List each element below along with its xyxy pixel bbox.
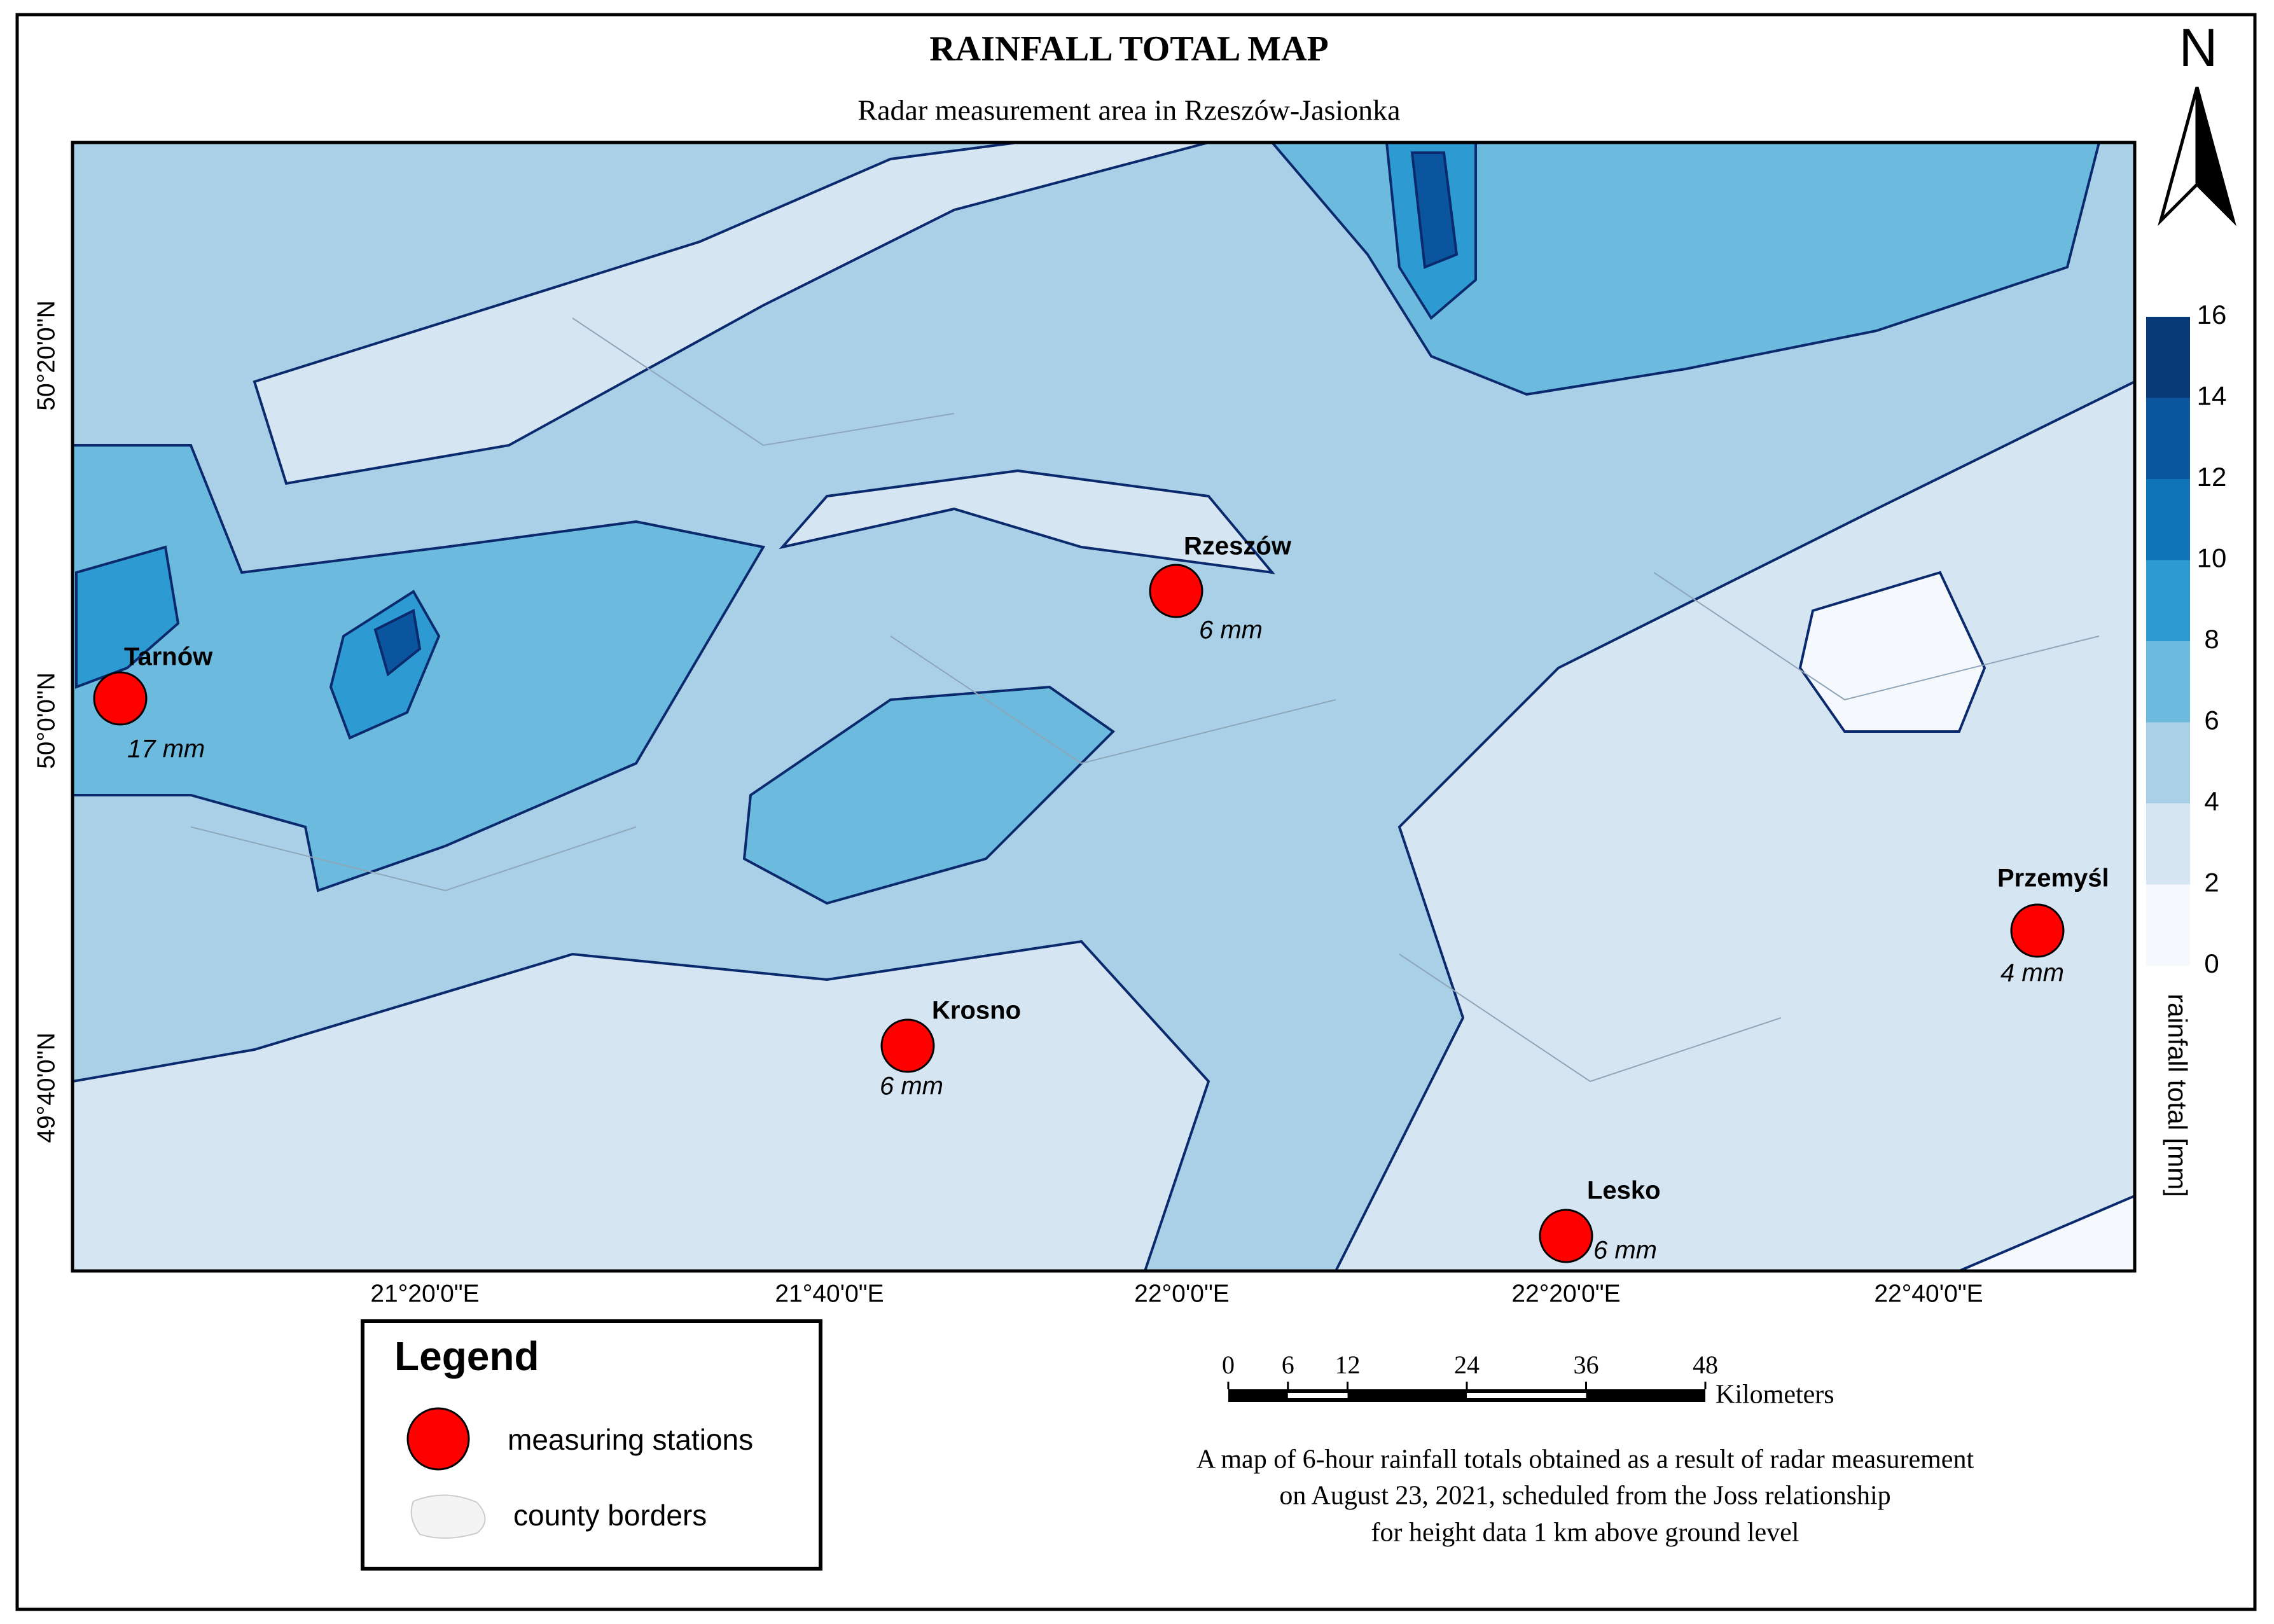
- scale-bar-segment: [1467, 1393, 1586, 1398]
- colorbar-tick-label: 16: [2197, 300, 2227, 330]
- longitude-label: 21°40'0"E: [775, 1280, 884, 1307]
- colorbar-tick-label: 2: [2204, 868, 2219, 898]
- scale-bar-label: 0: [1222, 1350, 1235, 1379]
- station-marker: [93, 671, 148, 726]
- north-label: N: [2179, 18, 2218, 78]
- legend-item: county borders: [513, 1499, 707, 1532]
- longitude-label: 22°0'0"E: [1134, 1280, 1230, 1307]
- station-name: Lesko: [1587, 1177, 1661, 1205]
- scale-bar-label: 36: [1574, 1350, 1599, 1379]
- scale-bar-label: 24: [1454, 1350, 1480, 1379]
- county-border: [190, 826, 637, 892]
- rain-zone: [1798, 571, 1986, 733]
- county-border: [1399, 954, 1782, 1083]
- colorbar-tick-label: 0: [2204, 948, 2219, 978]
- colorbar-tick-label: 14: [2197, 381, 2227, 411]
- legend-title: Legend: [394, 1333, 539, 1379]
- colorbar-segment: [2146, 317, 2190, 398]
- rain-zone: [373, 609, 422, 677]
- scale-bar-label: 6: [1282, 1350, 1294, 1379]
- colorbar-tick-label: 10: [2197, 543, 2227, 573]
- colorbar-segment: [2146, 884, 2190, 966]
- station-marker: [1149, 564, 1203, 618]
- colorbar: 0 2 4 6 8 10 12 14 16: [2146, 300, 2226, 978]
- longitude-label: 22°20'0"E: [1511, 1280, 1620, 1307]
- scale-bar: 0 6 12 24 36 48: [1222, 1350, 1718, 1402]
- colorbar-tick-label: 12: [2197, 462, 2227, 492]
- legend-county-icon: [410, 1494, 486, 1539]
- rain-zone: [1959, 1194, 2135, 1271]
- rain-zone: [75, 545, 180, 689]
- colorbar-segment: [2146, 803, 2190, 885]
- station-rainfall: 17 mm: [127, 735, 205, 763]
- scale-bar-label: 48: [1693, 1350, 1718, 1379]
- station-rainfall: 6 mm: [1199, 616, 1263, 644]
- colorbar-label: rainfall total [mm]: [2163, 994, 2193, 1197]
- caption-line: on August 23, 2021, scheduled from the J…: [1279, 1482, 1890, 1511]
- rain-zone: [1410, 151, 1459, 269]
- station-marker: [2010, 903, 2065, 958]
- station-rainfall: 6 mm: [880, 1072, 943, 1100]
- scale-bar-label: 12: [1335, 1350, 1361, 1379]
- colorbar-tick-label: 8: [2204, 624, 2219, 654]
- rain-zone: [73, 940, 1210, 1271]
- latitude-label: 50°0'0"N: [32, 672, 60, 769]
- scale-bar-segment: [1228, 1393, 1288, 1398]
- station-rainfall: 6 mm: [1593, 1237, 1657, 1265]
- legend-station-icon: [406, 1407, 470, 1471]
- legend-item: measuring stations: [508, 1423, 753, 1456]
- subtitle: Radar measurement area in Rzeszów-Jasion…: [857, 94, 1400, 127]
- station-marker: [1539, 1209, 1593, 1263]
- rain-zone: [1270, 142, 2101, 396]
- overlay: 21°20'0"E 21°40'0"E 22°0'0"E 22°20'0"E 22°40…: [32, 300, 2109, 1307]
- rain-zone: [742, 685, 1116, 905]
- caption-line: A map of 6-hour rainfall totals obtained…: [1196, 1445, 1974, 1475]
- rainfall-map: [73, 142, 2135, 1271]
- scale-bar-segment: [1347, 1393, 1467, 1398]
- rain-zone: [253, 142, 1209, 485]
- station-marker: [880, 1018, 935, 1073]
- colorbar-segment: [2146, 560, 2190, 641]
- colorbar-segment: [2146, 479, 2190, 560]
- station-name: Rzeszów: [1184, 532, 1292, 560]
- station-name: Krosno: [932, 997, 1021, 1025]
- station-rainfall: 4 mm: [2000, 959, 2064, 987]
- longitude-label: 21°20'0"E: [370, 1280, 479, 1307]
- colorbar-segment: [2146, 641, 2190, 723]
- title: RAINFALL TOTAL MAP: [929, 29, 1329, 69]
- colorbar-segment: [2146, 398, 2190, 479]
- map-frame: [71, 141, 2137, 1273]
- colorbar-tick-label: 4: [2204, 786, 2219, 816]
- north-arrow-right: [2195, 87, 2236, 226]
- rain-zone: [779, 469, 1275, 574]
- scale-unit: Kilometers: [1716, 1380, 1834, 1410]
- scale-bar-segment: [1586, 1393, 1705, 1398]
- county-border: [890, 635, 1336, 765]
- colorbar-segment: [2146, 722, 2190, 803]
- county-border: [1653, 572, 2100, 701]
- county-border: [572, 317, 955, 447]
- longitude-label: 22°40'0"E: [1874, 1280, 1983, 1307]
- caption-line: for height data 1 km above ground level: [1371, 1518, 1799, 1548]
- station-name: Przemyśl: [1997, 864, 2109, 892]
- latitude-label: 49°40'0"N: [32, 1032, 60, 1143]
- station-name: Tarnów: [124, 643, 213, 671]
- colorbar-tick-label: 6: [2204, 705, 2219, 735]
- scale-bar-segment: [1287, 1393, 1348, 1398]
- latitude-label: 50°20'0"N: [32, 300, 60, 411]
